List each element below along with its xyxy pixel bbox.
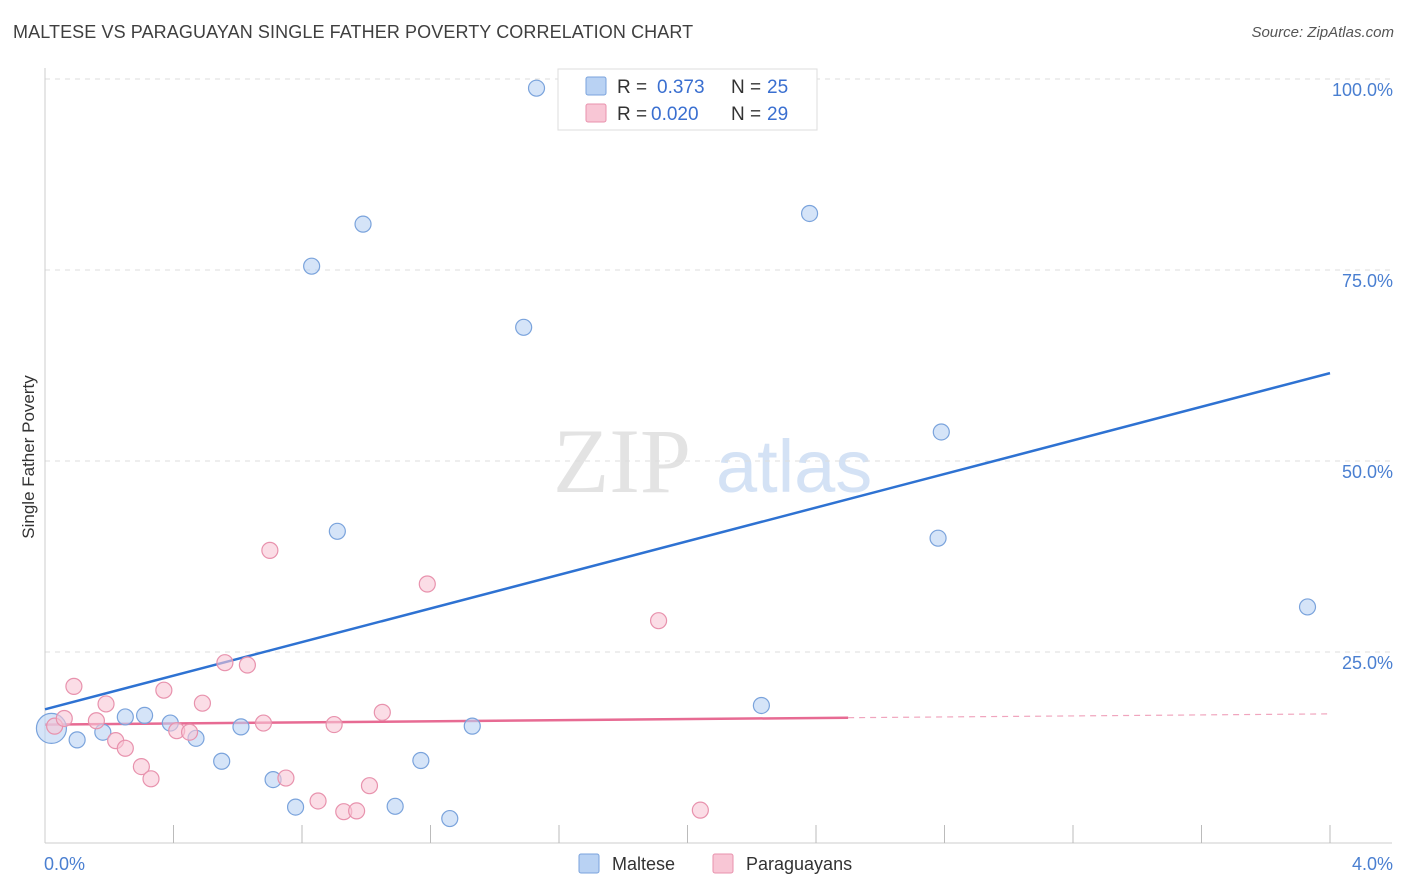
stats-legend: R = 0.373 N = 25 R = 0.020 N = 29 <box>557 68 818 131</box>
point-maltese-11[interactable] <box>303 257 321 275</box>
trend-line-extension-paraguayans <box>848 713 1331 719</box>
point-paraguayans-12[interactable] <box>193 694 212 712</box>
point-maltese-24[interactable] <box>1298 598 1317 616</box>
point-maltese-16[interactable] <box>441 809 459 828</box>
trend-line-maltese <box>44 371 1331 711</box>
point-maltese-19[interactable] <box>527 79 546 97</box>
y-tick-label-25: 25.0% <box>1342 653 1393 673</box>
point-paraguayans-7[interactable] <box>132 757 150 776</box>
legend-r-value-maltese: 0.373 <box>657 77 705 98</box>
point-maltese-23[interactable] <box>932 423 950 441</box>
point-paraguayans-21[interactable] <box>348 802 366 820</box>
y-tick-label-75: 75.0% <box>1342 271 1393 291</box>
point-paraguayans-23[interactable] <box>373 703 391 721</box>
legend-n-label-paraguayan: N = <box>731 104 761 125</box>
point-paraguayans-2[interactable] <box>65 677 83 695</box>
bottom-legend-swatch-paraguayan <box>712 853 734 874</box>
legend-swatch-maltese <box>585 76 607 96</box>
point-maltese-22[interactable] <box>929 529 947 547</box>
point-maltese-21[interactable] <box>800 204 819 223</box>
chart-title: MALTESE VS PARAGUAYAN SINGLE FATHER POVE… <box>13 22 694 42</box>
x-tick-label-max: 4.0% <box>1352 854 1393 874</box>
point-maltese-13[interactable] <box>354 215 372 233</box>
bottom-legend-swatch-maltese <box>578 853 600 874</box>
point-paraguayans-22[interactable] <box>360 777 379 795</box>
bottom-legend-label-maltese: Maltese <box>612 854 675 874</box>
y-axis-label: Single Father Poverty <box>19 375 38 539</box>
point-paraguayans-15[interactable] <box>254 714 273 732</box>
point-paraguayans-9[interactable] <box>155 681 173 699</box>
series-legend: Maltese Paraguayans <box>578 853 852 874</box>
point-maltese-3[interactable] <box>116 708 134 726</box>
point-paraguayans-24[interactable] <box>418 575 436 593</box>
point-paraguayans-16[interactable] <box>261 541 279 559</box>
point-paraguayans-26[interactable] <box>691 801 709 819</box>
legend-r-value-paraguayan: 0.020 <box>651 104 699 125</box>
point-paraguayans-18[interactable] <box>309 792 327 810</box>
points-layer <box>35 79 1317 828</box>
legend-r-label-maltese: R = <box>617 77 647 98</box>
x-tick-label-min: 0.0% <box>44 854 85 874</box>
point-maltese-17[interactable] <box>463 717 481 735</box>
point-maltese-20[interactable] <box>752 696 770 715</box>
axis-layer: 25.0% 50.0% 75.0% 100.0% <box>44 68 1393 844</box>
point-maltese-12[interactable] <box>328 522 346 540</box>
point-maltese-18[interactable] <box>515 318 533 336</box>
point-paraguayans-19[interactable] <box>325 715 343 734</box>
chart-source: Source: ZipAtlas.com <box>1251 24 1394 41</box>
watermark-atlas: atlas <box>716 425 872 508</box>
point-paraguayans-13[interactable] <box>216 654 234 672</box>
point-maltese-7[interactable] <box>213 752 231 770</box>
point-maltese-15[interactable] <box>412 751 430 770</box>
point-paraguayans-4[interactable] <box>97 695 115 713</box>
grid-layer <box>45 78 1392 653</box>
point-maltese-4[interactable] <box>135 706 154 725</box>
point-paraguayans-11[interactable] <box>180 723 199 741</box>
legend-n-label-maltese: N = <box>731 77 761 98</box>
bottom-legend-label-paraguayan: Paraguayans <box>746 854 852 874</box>
point-paraguayans-25[interactable] <box>649 612 668 630</box>
point-maltese-8[interactable] <box>232 718 250 736</box>
point-maltese-10[interactable] <box>286 798 305 816</box>
point-paraguayans-6[interactable] <box>116 739 134 757</box>
legend-n-value-paraguayan: 29 <box>767 104 788 125</box>
watermark-zip: ZIP <box>553 410 691 512</box>
y-tick-label-50: 50.0% <box>1342 462 1393 482</box>
point-paraguayans-8[interactable] <box>142 770 160 788</box>
point-paraguayans-3[interactable] <box>87 712 106 730</box>
point-maltese-14[interactable] <box>386 797 404 815</box>
point-paraguayans-17[interactable] <box>277 769 295 787</box>
point-maltese-1[interactable] <box>68 731 86 749</box>
y-tick-label-100: 100.0% <box>1332 80 1393 100</box>
point-paraguayans-1[interactable] <box>55 709 73 728</box>
legend-r-label-paraguayan: R = <box>617 104 647 125</box>
point-paraguayans-14[interactable] <box>238 656 256 674</box>
legend-swatch-paraguayan <box>585 103 607 123</box>
legend-n-value-maltese: 25 <box>767 77 788 98</box>
